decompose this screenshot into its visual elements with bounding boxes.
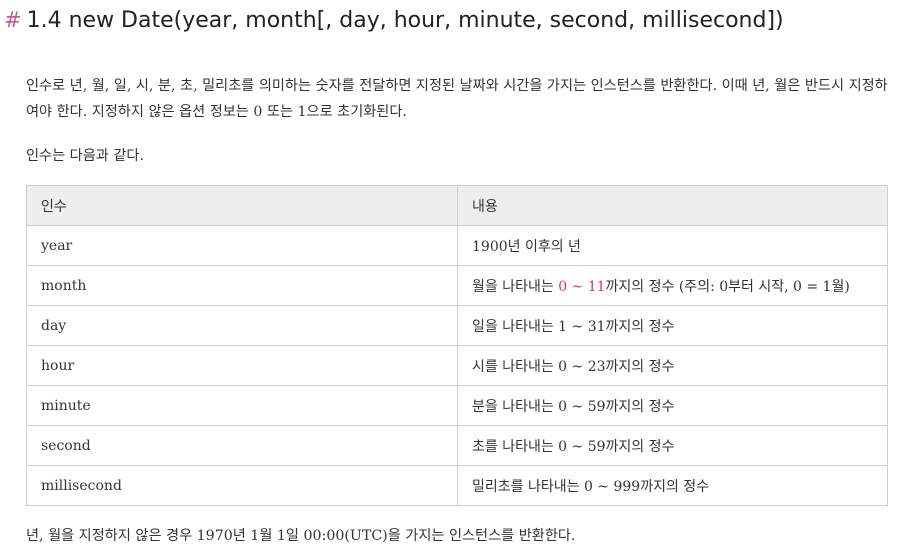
argument-cell: month: [26, 265, 458, 306]
description-cell: 밀리초를 나타내는 0 ~ 999까지의 정수: [457, 465, 888, 506]
description-cell: 월을 나타내는 0 ~ 11까지의 정수 (주의: 0부터 시작, 0 = 1월…: [457, 265, 888, 306]
description-cell: 시를 나타내는 0 ~ 23까지의 정수: [457, 345, 888, 386]
description-cell: 초를 나타내는 0 ~ 59까지의 정수: [457, 425, 888, 466]
table-header-row: 인수 내용: [26, 185, 888, 226]
header-argument: 인수: [26, 185, 458, 226]
table-row: second 초를 나타내는 0 ~ 59까지의 정수: [26, 425, 888, 466]
argument-cell: minute: [26, 385, 458, 426]
argument-cell: second: [26, 425, 458, 466]
table-row: minute 분을 나타내는 0 ~ 59까지의 정수: [26, 385, 888, 426]
argument-cell: year: [26, 225, 458, 266]
description-cell: 일을 나타내는 1 ~ 31까지의 정수: [457, 305, 888, 346]
table-row: hour 시를 나타내는 0 ~ 23까지의 정수: [26, 345, 888, 386]
highlighted-range: 0 ~ 11: [558, 278, 606, 295]
table-row: day 일을 나타내는 1 ~ 31까지의 정수: [26, 305, 888, 346]
description-text: 월을 나타내는: [472, 278, 559, 295]
table-row: month 월을 나타내는 0 ~ 11까지의 정수 (주의: 0부터 시작, …: [26, 265, 888, 306]
argument-cell: millisecond: [26, 465, 458, 506]
arguments-table: 인수 내용 year 1900년 이후의 년 month 월을 나타내는 0 ~…: [26, 185, 888, 506]
section-heading: # 1.4 new Date(year, month[, day, hour, …: [4, 4, 784, 36]
section-title: 1.4 new Date(year, month[, day, hour, mi…: [26, 7, 784, 33]
argument-cell: day: [26, 305, 458, 346]
arguments-intro-text: 인수는 다음과 같다.: [26, 148, 144, 164]
header-description: 내용: [457, 185, 888, 226]
description-cell: 1900년 이후의 년: [457, 225, 888, 266]
description-cell: 분을 나타내는 0 ~ 59까지의 정수: [457, 385, 888, 426]
anchor-hash-link[interactable]: #: [4, 8, 22, 32]
description-text: 까지의 정수 (주의: 0부터 시작, 0 = 1월): [605, 278, 850, 295]
footer-note: 년, 월을 지정하지 않은 경우 1970년 1월 1일 00:00(UTC)을…: [26, 528, 576, 544]
table-row: millisecond 밀리초를 나타내는 0 ~ 999까지의 정수: [26, 465, 888, 506]
table-row: year 1900년 이후의 년: [26, 225, 888, 266]
argument-cell: hour: [26, 345, 458, 386]
intro-paragraph: 인수로 년, 월, 일, 시, 분, 초, 밀리초를 의미하는 숫자를 전달하면…: [26, 78, 888, 120]
